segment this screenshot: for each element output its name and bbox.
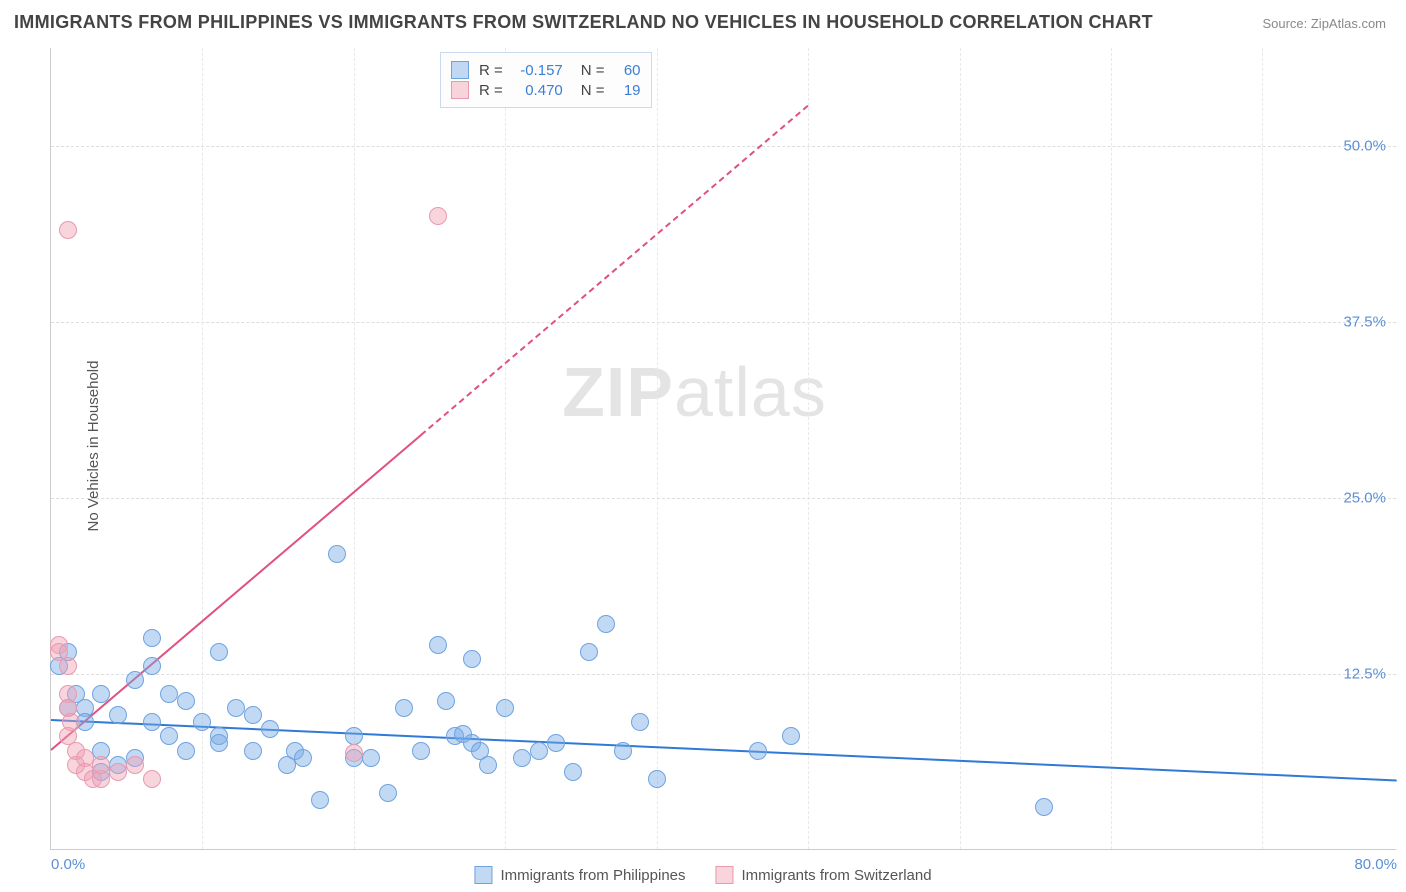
trend-line — [420, 105, 808, 436]
legend-stat-row: R = -0.157 N = 60 — [451, 61, 641, 79]
gridline-horizontal — [51, 498, 1396, 499]
y-tick-label: 12.5% — [1343, 666, 1386, 683]
data-point — [580, 643, 598, 661]
data-point — [1035, 798, 1053, 816]
gridline-vertical — [960, 48, 961, 849]
y-tick-label: 37.5% — [1343, 314, 1386, 331]
data-point — [463, 650, 481, 668]
legend-item: Immigrants from Philippines — [474, 866, 685, 884]
data-point — [648, 770, 666, 788]
data-point — [160, 685, 178, 703]
data-point — [547, 734, 565, 752]
data-point — [261, 720, 279, 738]
data-point — [193, 713, 211, 731]
legend-item: Immigrants from Switzerland — [716, 866, 932, 884]
data-point — [429, 636, 447, 654]
data-point — [143, 770, 161, 788]
legend-stat-row: R = 0.470 N = 19 — [451, 81, 641, 99]
gridline-vertical — [1111, 48, 1112, 849]
data-point — [345, 727, 363, 745]
data-point — [530, 742, 548, 760]
r-label: R = — [479, 82, 503, 99]
data-point — [143, 657, 161, 675]
r-label: R = — [479, 62, 503, 79]
data-point — [210, 643, 228, 661]
n-value: 19 — [615, 82, 641, 99]
data-point — [109, 706, 127, 724]
legend-swatch — [716, 866, 734, 884]
data-point — [412, 742, 430, 760]
data-point — [244, 742, 262, 760]
x-tick-label: 0.0% — [51, 856, 85, 873]
data-point — [345, 744, 363, 762]
chart-container: IMMIGRANTS FROM PHILIPPINES VS IMMIGRANT… — [0, 0, 1406, 892]
gridline-horizontal — [51, 146, 1396, 147]
data-point — [59, 221, 77, 239]
data-point — [92, 685, 110, 703]
gridline-vertical — [505, 48, 506, 849]
data-point — [496, 699, 514, 717]
r-value: 0.470 — [513, 82, 563, 99]
data-point — [479, 756, 497, 774]
data-point — [597, 615, 615, 633]
n-value: 60 — [615, 62, 641, 79]
legend-series: Immigrants from Philippines Immigrants fr… — [474, 866, 931, 884]
data-point — [244, 706, 262, 724]
data-point — [126, 671, 144, 689]
legend-swatch — [474, 866, 492, 884]
x-tick-label: 80.0% — [1354, 856, 1397, 873]
data-point — [143, 713, 161, 731]
y-tick-label: 25.0% — [1343, 490, 1386, 507]
data-point — [92, 756, 110, 774]
data-point — [362, 749, 380, 767]
data-point — [328, 545, 346, 563]
gridline-vertical — [657, 48, 658, 849]
data-point — [614, 742, 632, 760]
data-point — [437, 692, 455, 710]
legend-label: Immigrants from Philippines — [500, 867, 685, 884]
legend-label: Immigrants from Switzerland — [742, 867, 932, 884]
data-point — [631, 713, 649, 731]
data-point — [749, 742, 767, 760]
data-point — [379, 784, 397, 802]
data-point — [160, 727, 178, 745]
gridline-vertical — [808, 48, 809, 849]
data-point — [294, 749, 312, 767]
plot-area: ZIPatlas 12.5%25.0%37.5%50.0%0.0%80.0% — [50, 48, 1396, 850]
n-label: N = — [581, 82, 605, 99]
gridline-vertical — [1262, 48, 1263, 849]
data-point — [782, 727, 800, 745]
data-point — [143, 629, 161, 647]
legend-swatch — [451, 81, 469, 99]
data-point — [429, 207, 447, 225]
watermark: ZIPatlas — [562, 352, 827, 432]
data-point — [227, 699, 245, 717]
data-point — [210, 734, 228, 752]
gridline-horizontal — [51, 322, 1396, 323]
y-tick-label: 50.0% — [1343, 138, 1386, 155]
data-point — [177, 742, 195, 760]
gridline-horizontal — [51, 674, 1396, 675]
data-point — [59, 657, 77, 675]
data-point — [311, 791, 329, 809]
data-point — [513, 749, 531, 767]
legend-stats: R = -0.157 N = 60 R = 0.470 N = 19 — [440, 52, 652, 108]
data-point — [109, 763, 127, 781]
r-value: -0.157 — [513, 62, 563, 79]
data-point — [395, 699, 413, 717]
data-point — [177, 692, 195, 710]
source-label: Source: ZipAtlas.com — [1262, 16, 1386, 31]
data-point — [126, 756, 144, 774]
data-point — [564, 763, 582, 781]
legend-swatch — [451, 61, 469, 79]
n-label: N = — [581, 62, 605, 79]
chart-title: IMMIGRANTS FROM PHILIPPINES VS IMMIGRANT… — [14, 12, 1153, 33]
